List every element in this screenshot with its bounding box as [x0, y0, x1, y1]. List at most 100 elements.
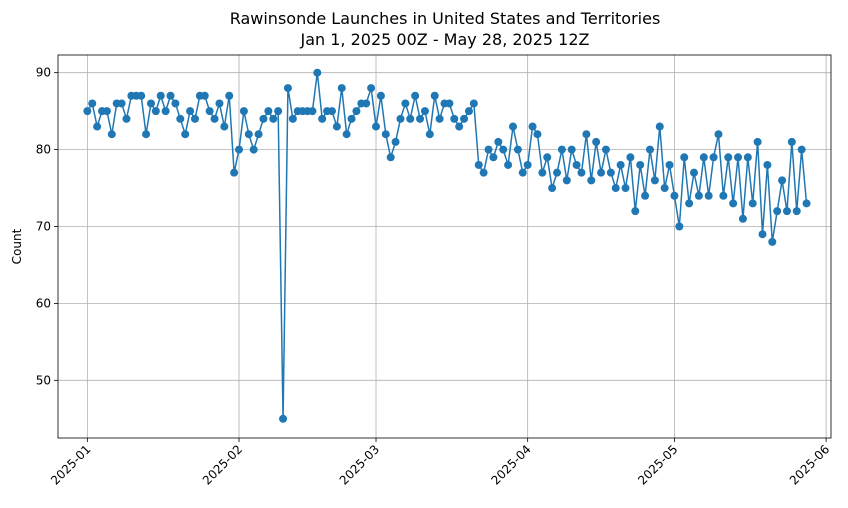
data-point	[704, 191, 713, 200]
data-point	[416, 114, 425, 123]
data-point	[362, 99, 371, 108]
data-point	[655, 122, 664, 131]
data-point	[430, 91, 439, 100]
data-point	[376, 91, 385, 100]
data-point	[592, 137, 601, 146]
data-point	[738, 214, 747, 223]
data-point	[102, 107, 111, 116]
data-point	[259, 114, 268, 123]
data-point	[577, 168, 586, 177]
data-point	[675, 222, 684, 231]
data-point	[601, 145, 610, 154]
y-axis: 50 60 70 80 90	[36, 66, 58, 387]
data-point	[244, 130, 253, 139]
data-point	[435, 114, 444, 123]
y-tick-label: 80	[36, 143, 51, 157]
data-point	[142, 130, 151, 139]
data-point	[151, 107, 160, 116]
data-point	[724, 153, 733, 162]
data-point	[347, 114, 356, 123]
data-point	[249, 145, 258, 154]
data-point	[239, 107, 248, 116]
data-point	[117, 99, 126, 108]
data-point	[215, 99, 224, 108]
data-point	[401, 99, 410, 108]
data-point	[88, 99, 97, 108]
data-point	[533, 130, 542, 139]
data-point	[753, 137, 762, 146]
data-point	[264, 107, 273, 116]
data-point	[528, 122, 537, 131]
data-point	[641, 191, 650, 200]
data-point	[166, 91, 175, 100]
data-point	[269, 114, 278, 123]
data-point	[235, 145, 244, 154]
data-point	[464, 107, 473, 116]
data-point	[279, 414, 288, 423]
y-tick-label: 70	[36, 220, 51, 234]
data-point	[318, 114, 327, 123]
data-point	[513, 145, 522, 154]
y-axis-label: Count	[10, 228, 24, 264]
data-point	[352, 107, 361, 116]
data-point	[254, 130, 263, 139]
data-series	[83, 68, 811, 423]
data-point	[210, 114, 219, 123]
data-point	[396, 114, 405, 123]
data-point	[768, 237, 777, 246]
data-point	[582, 130, 591, 139]
data-point	[181, 130, 190, 139]
data-point	[802, 199, 811, 208]
data-point	[587, 176, 596, 185]
data-point	[694, 191, 703, 200]
data-point	[156, 91, 165, 100]
data-point	[425, 130, 434, 139]
data-point	[186, 107, 195, 116]
data-point	[313, 68, 322, 77]
data-point	[337, 84, 346, 93]
data-point	[372, 122, 381, 131]
data-point	[562, 176, 571, 185]
data-point	[787, 137, 796, 146]
data-point	[631, 207, 640, 216]
data-point	[411, 91, 420, 100]
data-point	[548, 184, 557, 193]
data-point	[729, 199, 738, 208]
data-point	[176, 114, 185, 123]
data-point	[626, 153, 635, 162]
data-point	[146, 99, 155, 108]
data-point	[230, 168, 239, 177]
data-point	[406, 114, 415, 123]
data-point	[543, 153, 552, 162]
data-point	[690, 168, 699, 177]
data-point	[709, 153, 718, 162]
data-point	[743, 153, 752, 162]
data-point	[621, 184, 630, 193]
data-point	[792, 207, 801, 216]
data-point	[650, 176, 659, 185]
data-point	[386, 153, 395, 162]
data-point	[778, 176, 787, 185]
data-point	[93, 122, 102, 131]
data-point	[107, 130, 116, 139]
data-point	[606, 168, 615, 177]
data-point	[381, 130, 390, 139]
data-point	[782, 207, 791, 216]
data-point	[523, 160, 532, 169]
data-point	[611, 184, 620, 193]
data-point	[616, 160, 625, 169]
data-point	[773, 207, 782, 216]
data-point	[455, 122, 464, 131]
data-point	[504, 160, 513, 169]
data-point	[665, 160, 674, 169]
data-point	[83, 107, 92, 116]
data-point	[567, 145, 576, 154]
data-point	[225, 91, 234, 100]
y-tick-label: 60	[36, 296, 51, 310]
data-point	[327, 107, 336, 116]
data-point	[283, 84, 292, 93]
data-point	[288, 114, 297, 123]
data-point	[553, 168, 562, 177]
